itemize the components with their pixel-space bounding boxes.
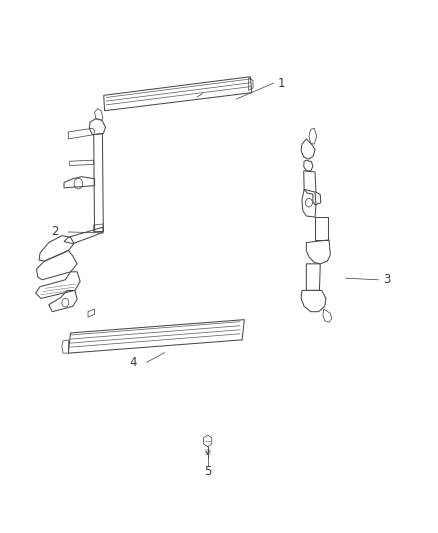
Text: 3: 3	[383, 273, 390, 286]
Text: 5: 5	[204, 465, 211, 478]
Text: 1: 1	[278, 77, 286, 90]
Text: 4: 4	[130, 356, 137, 369]
Text: 2: 2	[51, 225, 58, 238]
